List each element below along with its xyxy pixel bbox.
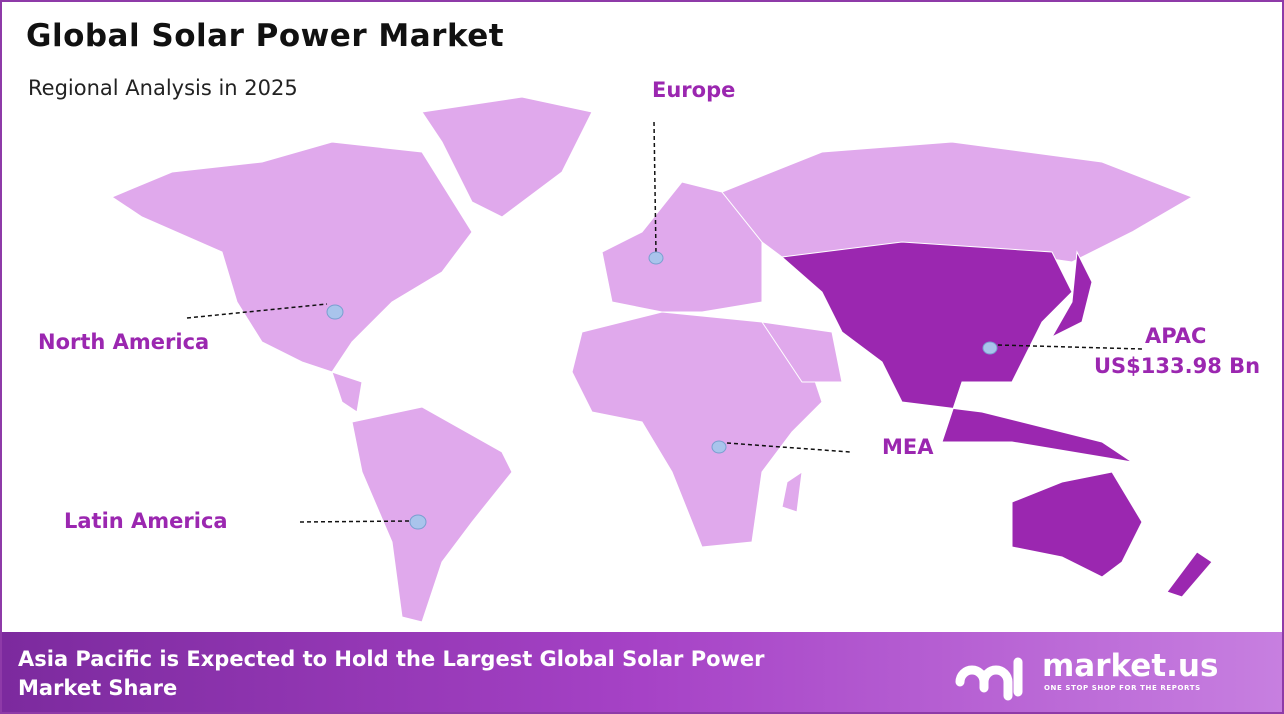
world-map — [110, 96, 1213, 623]
land — [110, 96, 1194, 623]
region-label: APAC — [1145, 324, 1207, 348]
region-label: North America — [38, 330, 210, 354]
region-value: US$133.98 Bn — [1094, 354, 1261, 378]
apac-region — [780, 241, 1213, 598]
title: Global Solar Power Market — [26, 18, 505, 54]
region-label: Europe — [652, 78, 736, 102]
markers — [326, 251, 998, 530]
subtitle: Regional Analysis in 2025 — [28, 76, 298, 100]
logo-tagline: ONE STOP SHOP FOR THE REPORTS — [1044, 684, 1201, 692]
footer-text: Asia Pacific is Expected to Hold the Lar… — [18, 647, 765, 700]
region-label: Latin America — [64, 509, 228, 533]
footer: Asia Pacific is Expected to Hold the Lar… — [2, 632, 1282, 712]
logo-icon — [955, 657, 1023, 701]
logo: market.us — [1042, 648, 1219, 684]
leader-lines — [186, 121, 1143, 523]
region-label: MEA — [882, 435, 934, 459]
